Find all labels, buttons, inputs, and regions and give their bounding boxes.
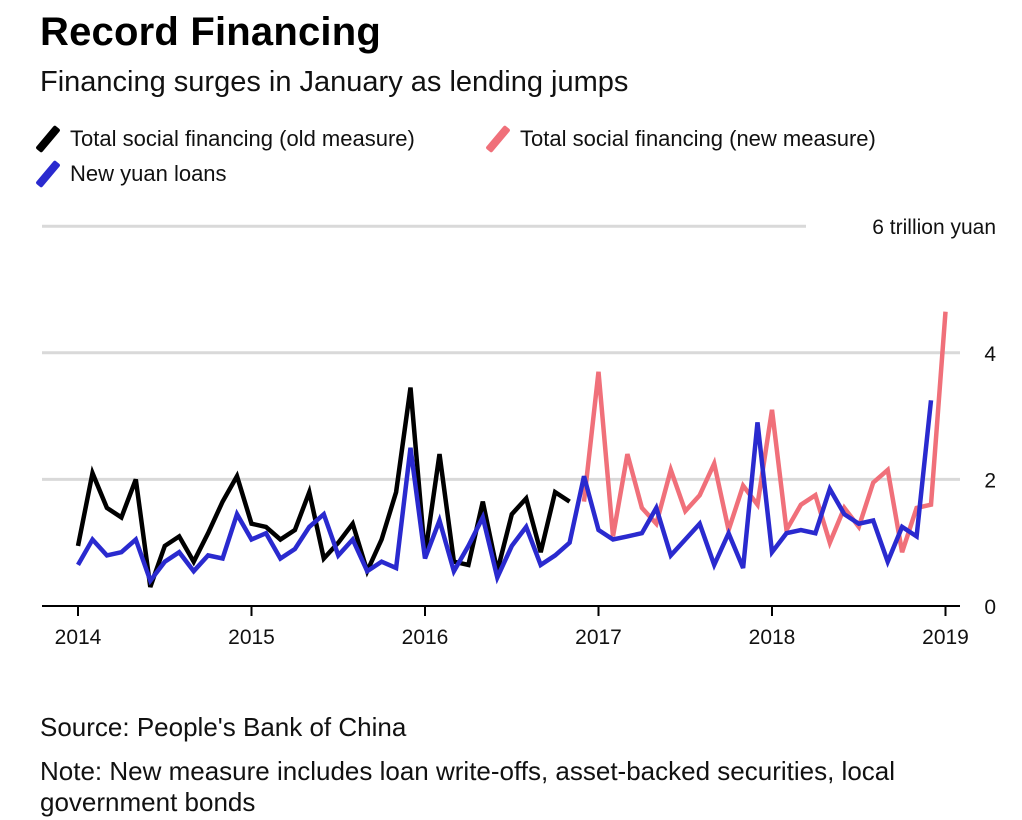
chart-title: Record Financing (40, 10, 382, 54)
x-tick-label-2018: 2018 (749, 626, 796, 649)
legend-label-loans: New yuan loans (70, 161, 227, 186)
series-line-2 (76, 400, 934, 586)
x-tick-label-2016: 2016 (402, 626, 449, 649)
x-tick-label-2015: 2015 (228, 626, 275, 649)
y-tick-label-2: 2 (984, 469, 996, 492)
series-line-0 (75, 387, 571, 588)
line-chart: 0 2 4 6 trillion yuan 2014 2015 2016 2017 2018 20… (42, 216, 996, 649)
y-tick-label-4: 4 (984, 343, 996, 366)
series-line-1 (581, 311, 948, 553)
footnote: Note: New measure includes loan write-of… (40, 756, 896, 817)
y-tick-label-6: 6 trillion yuan (872, 216, 996, 239)
x-tick-label-2017: 2017 (575, 626, 622, 649)
chart-subtitle: Financing surges in January as lending j… (40, 66, 629, 98)
legend-item-new-measure: Total social financing (new measure) (485, 124, 876, 154)
legend-label-old: Total social financing (old measure) (70, 126, 415, 151)
y-tick-label-0: 0 (984, 596, 996, 619)
legend-item-old-measure: Total social financing (old measure) (35, 124, 415, 154)
x-tick-label-2014: 2014 (55, 626, 102, 649)
legend-item-loans: New yuan loans (35, 159, 227, 189)
legend-label-new: Total social financing (new measure) (520, 126, 876, 151)
source-note: Source: People's Bank of China (40, 712, 407, 742)
x-tick-label-2019: 2019 (922, 626, 969, 649)
